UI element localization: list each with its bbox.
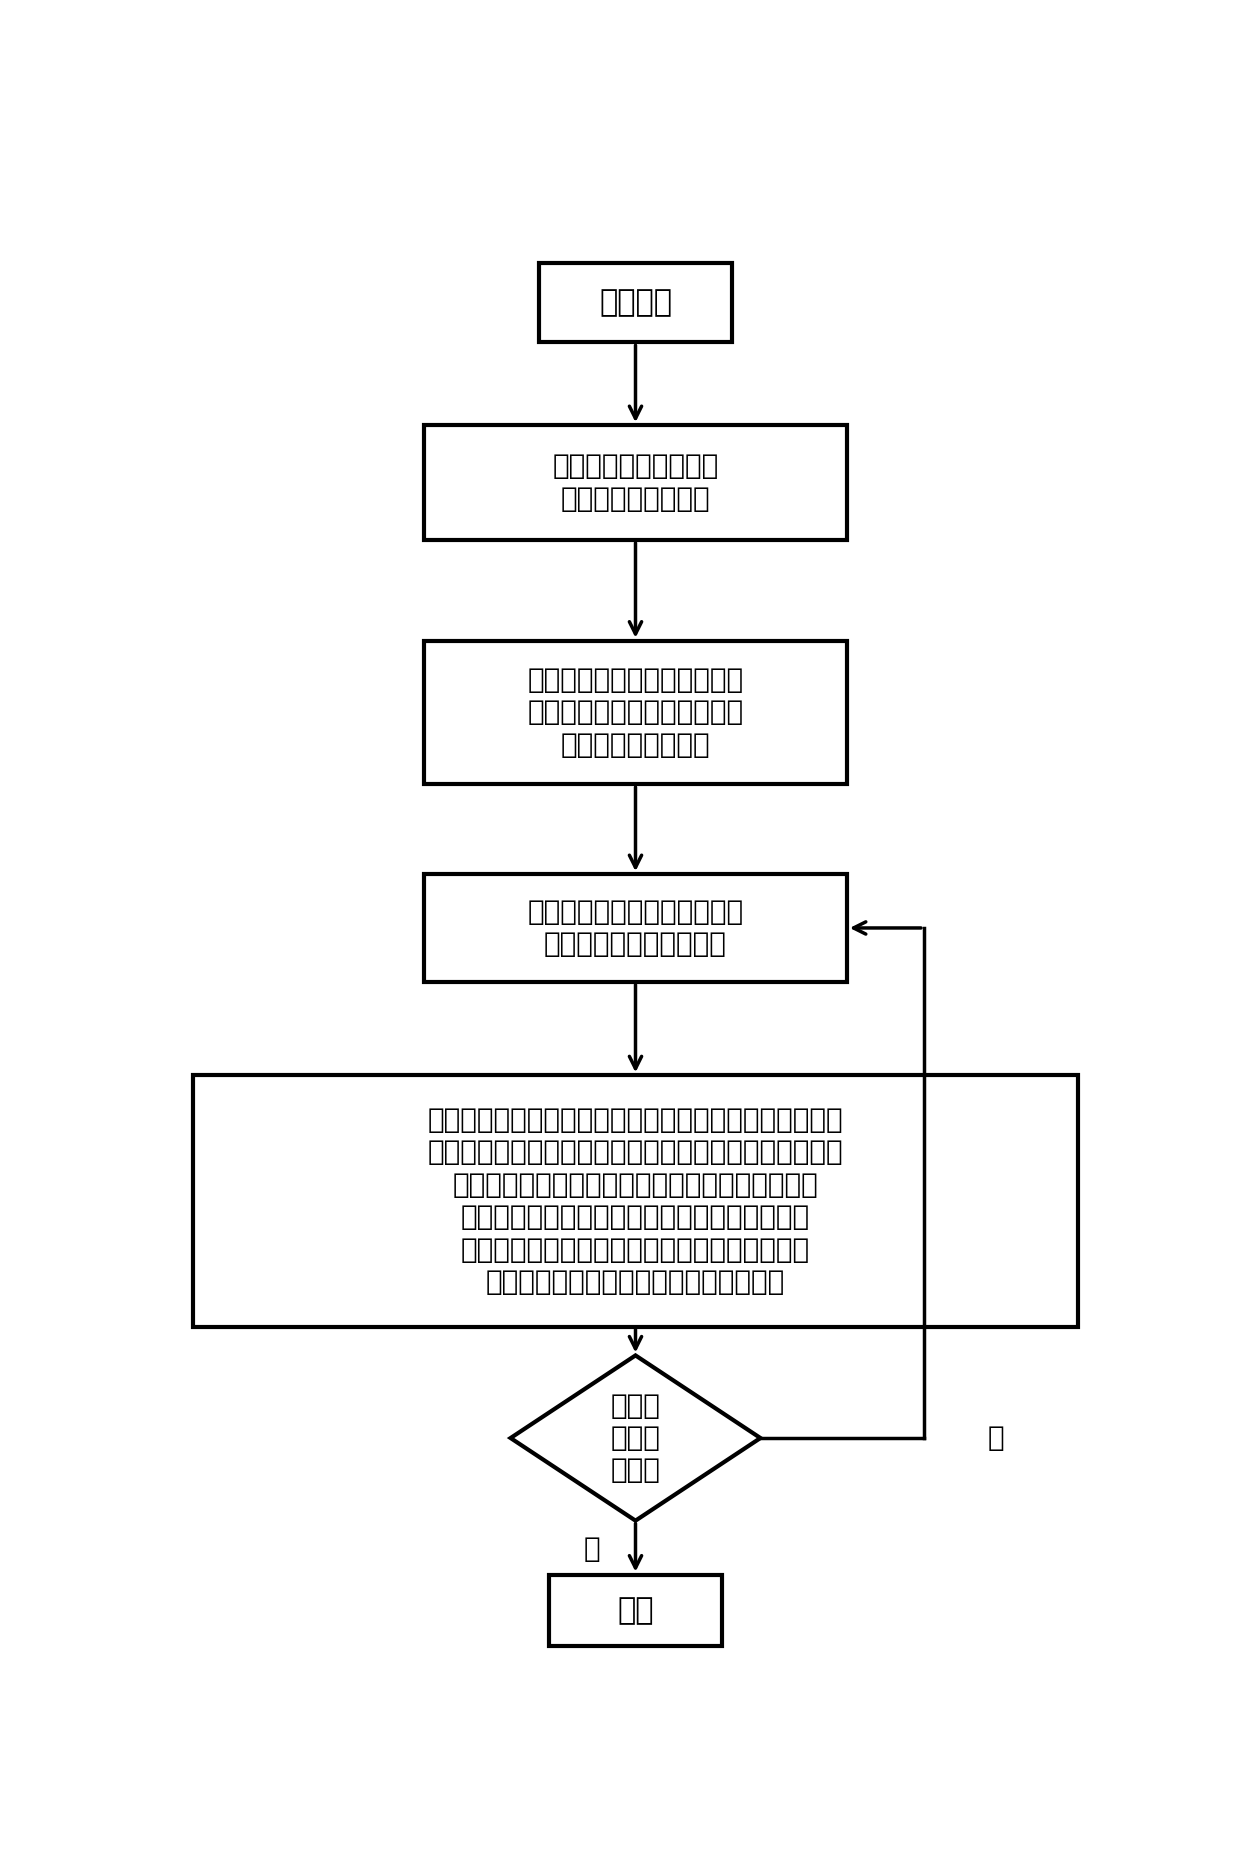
Text: 训练者
确定是
否结束: 训练者 确定是 否结束 — [610, 1392, 661, 1485]
FancyBboxPatch shape — [549, 1575, 722, 1646]
Text: 是: 是 — [584, 1534, 600, 1562]
FancyBboxPatch shape — [193, 1075, 1078, 1327]
Text: 通过读取模块读取电磁负载模
块的转子的后续位置数据: 通过读取模块读取电磁负载模 块的转子的后续位置数据 — [527, 898, 744, 957]
Text: 否: 否 — [987, 1424, 1004, 1452]
Text: 通过读取模块首次电磁负载模
块的转子位置并将该位置数据
存储至储存器模块内: 通过读取模块首次电磁负载模 块的转子位置并将该位置数据 存储至储存器模块内 — [527, 666, 744, 759]
Text: 计算机处理模块对读取的位置数据进行分析处理，并将分
析处理的结果与对比值进行比对，相同则计算机处理模块
正常运行，否则，计算机处理模块向电磁负载模块
发出控制指: 计算机处理模块对读取的位置数据进行分析处理，并将分 析处理的结果与对比值进行比对… — [428, 1107, 843, 1297]
Text: 开启系统: 开启系统 — [599, 289, 672, 317]
Text: 结束: 结束 — [618, 1595, 653, 1625]
FancyBboxPatch shape — [424, 640, 847, 784]
FancyBboxPatch shape — [539, 263, 732, 343]
FancyBboxPatch shape — [424, 425, 847, 539]
FancyBboxPatch shape — [424, 873, 847, 982]
Text: 通过阈值设定模块的设
定负载力作为对比值: 通过阈值设定模块的设 定负载力作为对比值 — [552, 452, 719, 513]
Polygon shape — [511, 1355, 760, 1521]
